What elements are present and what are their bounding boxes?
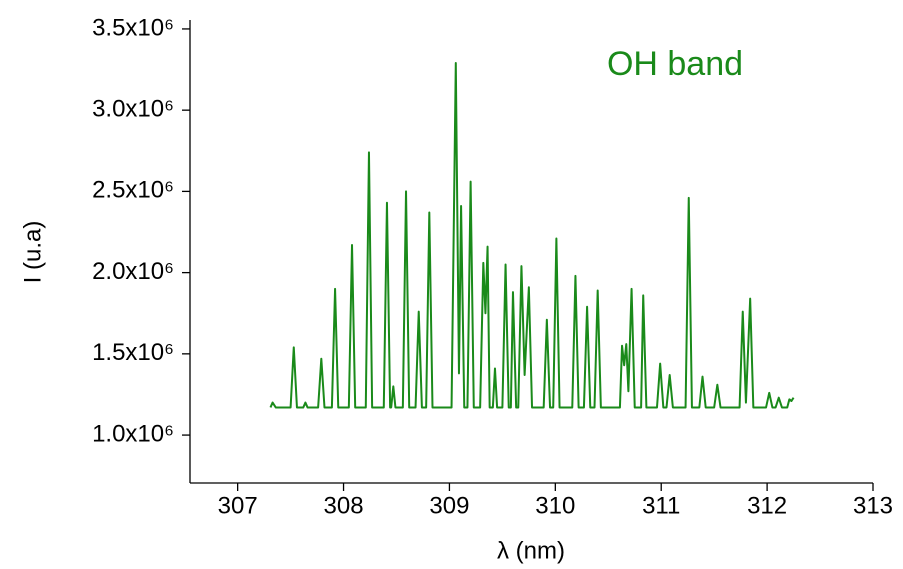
y-tick-label: 1.5x10⁶ <box>92 339 174 366</box>
x-tick-label: 312 <box>747 492 787 519</box>
y-tick-label: 1.0x10⁶ <box>92 420 174 447</box>
x-tick-label: 310 <box>535 492 575 519</box>
y-tick-label: 2.5x10⁶ <box>92 177 174 204</box>
x-tick-label: 307 <box>218 492 258 519</box>
x-axis-title: λ (nm) <box>497 537 565 564</box>
x-tick-label: 309 <box>429 492 469 519</box>
y-tick-label: 2.0x10⁶ <box>92 258 174 285</box>
y-tick-label: 3.0x10⁶ <box>92 96 174 123</box>
y-tick-label: 3.5x10⁶ <box>92 14 174 41</box>
x-tick-label: 308 <box>324 492 364 519</box>
x-tick-label: 313 <box>853 492 893 519</box>
y-axis-title: I (u.a) <box>19 221 46 284</box>
spectrum-line <box>269 62 795 409</box>
annotation: OH band <box>607 45 743 83</box>
x-tick-label: 311 <box>642 492 680 519</box>
